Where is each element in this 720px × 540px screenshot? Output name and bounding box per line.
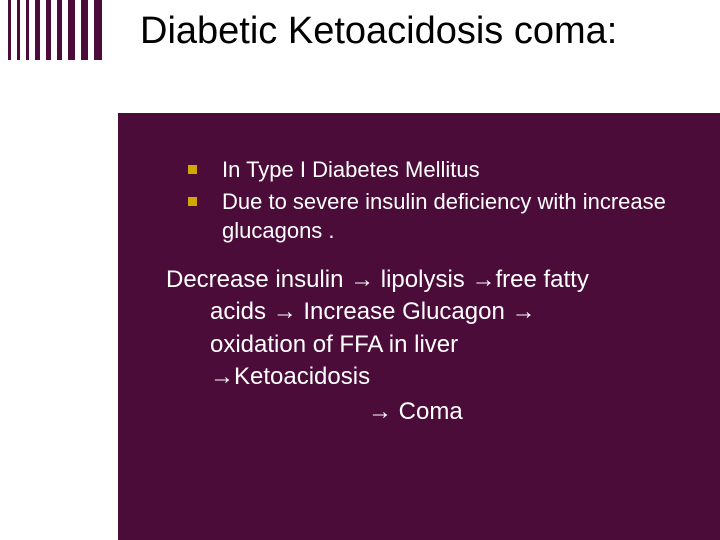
deco-bar: [17, 0, 20, 60]
body-line-2: acids → Increase Glucagon →: [210, 296, 680, 328]
bullet-item: Due to severe insulin deficiency with in…: [188, 187, 680, 246]
title-area: Diabetic Ketoacidosis coma:: [118, 0, 720, 61]
content-area: In Type I Diabetes Mellitus Due to sever…: [118, 113, 720, 540]
deco-bar: [57, 0, 63, 60]
deco-bar: [81, 0, 88, 60]
deco-bar: [68, 0, 74, 60]
left-decoration-bars: [0, 0, 108, 60]
body-line-1: Decrease insulin → lipolysis →free fatty: [166, 264, 680, 296]
slide-title: Diabetic Ketoacidosis coma:: [140, 10, 710, 53]
deco-bar: [8, 0, 11, 60]
deco-bar: [26, 0, 30, 60]
body-line-5: → Coma: [368, 396, 680, 428]
body-line-4: →Ketoacidosis: [210, 361, 680, 393]
deco-bar: [46, 0, 51, 60]
bullet-list: In Type I Diabetes Mellitus Due to sever…: [188, 155, 680, 246]
deco-bar: [94, 0, 102, 60]
deco-bar: [35, 0, 39, 60]
slide: Diabetic Ketoacidosis coma: In Type I Di…: [0, 0, 720, 540]
bullet-item: In Type I Diabetes Mellitus: [188, 155, 680, 185]
body-line-3: oxidation of FFA in liver: [210, 329, 680, 361]
